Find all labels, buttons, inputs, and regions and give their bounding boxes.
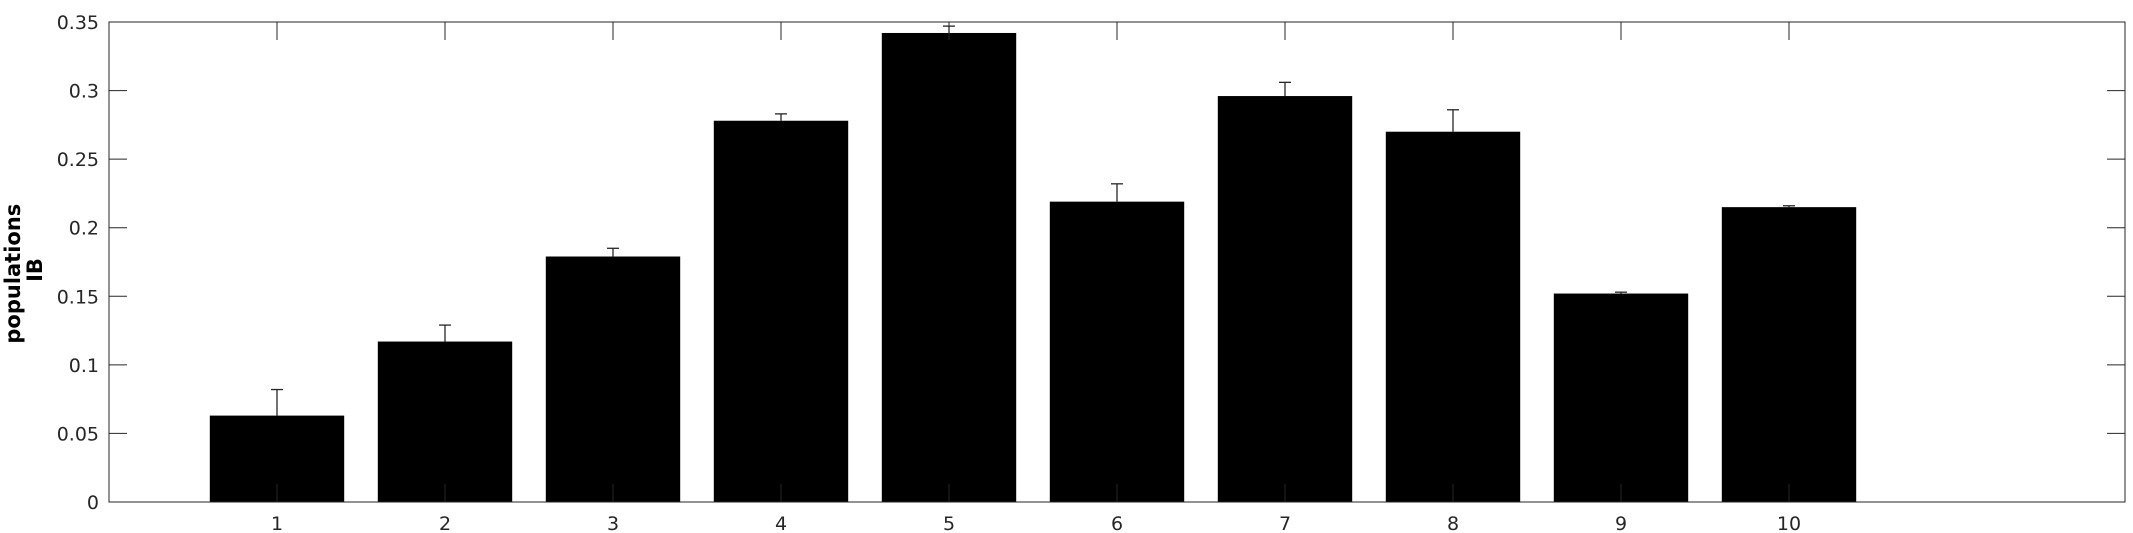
x-tick-label-3: 3 [607,513,619,533]
bar-6 [1049,201,1185,502]
y-tick-label-5: 0.25 [57,149,99,171]
y-tick-label-0: 0 [87,492,99,514]
bars-layer [209,32,1857,503]
x-tick-label-2: 2 [439,513,451,533]
x-tick-label-9: 9 [1615,513,1627,533]
x-tick-label-1: 1 [271,513,283,533]
bar-7 [1217,96,1353,503]
bar-10 [1721,207,1857,502]
x-tick-label-8: 8 [1447,513,1459,533]
bar-9 [1553,293,1689,502]
ticks-layer [109,21,2125,503]
tick-labels-layer: 1 2 3 4 5 6 7 8 9 10 0 0.05 0.1 0.15 0.2 0.25 0.3 0.35 [57,12,1801,533]
y-axis-label-line-1: populations [1,204,25,344]
x-tick-label-4: 4 [775,513,787,533]
y-tick-label-4: 0.2 [69,218,99,240]
bar-3 [545,256,681,502]
y-tick-label-3: 0.15 [57,286,99,308]
x-tick-label-7: 7 [1279,513,1291,533]
y-axis-label-line-2: IB [23,258,47,282]
x-tick-label-6: 6 [1111,513,1123,533]
bar-8 [1385,131,1521,502]
x-tick-label-10: 10 [1777,513,1801,533]
bar-5 [881,32,1017,502]
bar-4 [713,120,849,502]
y-tick-label-2: 0.1 [69,355,99,377]
y-tick-label-7: 0.35 [57,12,99,34]
y-axis-label: populations IB [1,196,47,343]
bar-2 [377,341,513,502]
y-tick-label-6: 0.3 [69,81,99,103]
x-tick-label-5: 5 [943,513,955,533]
y-tick-label-1: 0.05 [57,423,99,445]
